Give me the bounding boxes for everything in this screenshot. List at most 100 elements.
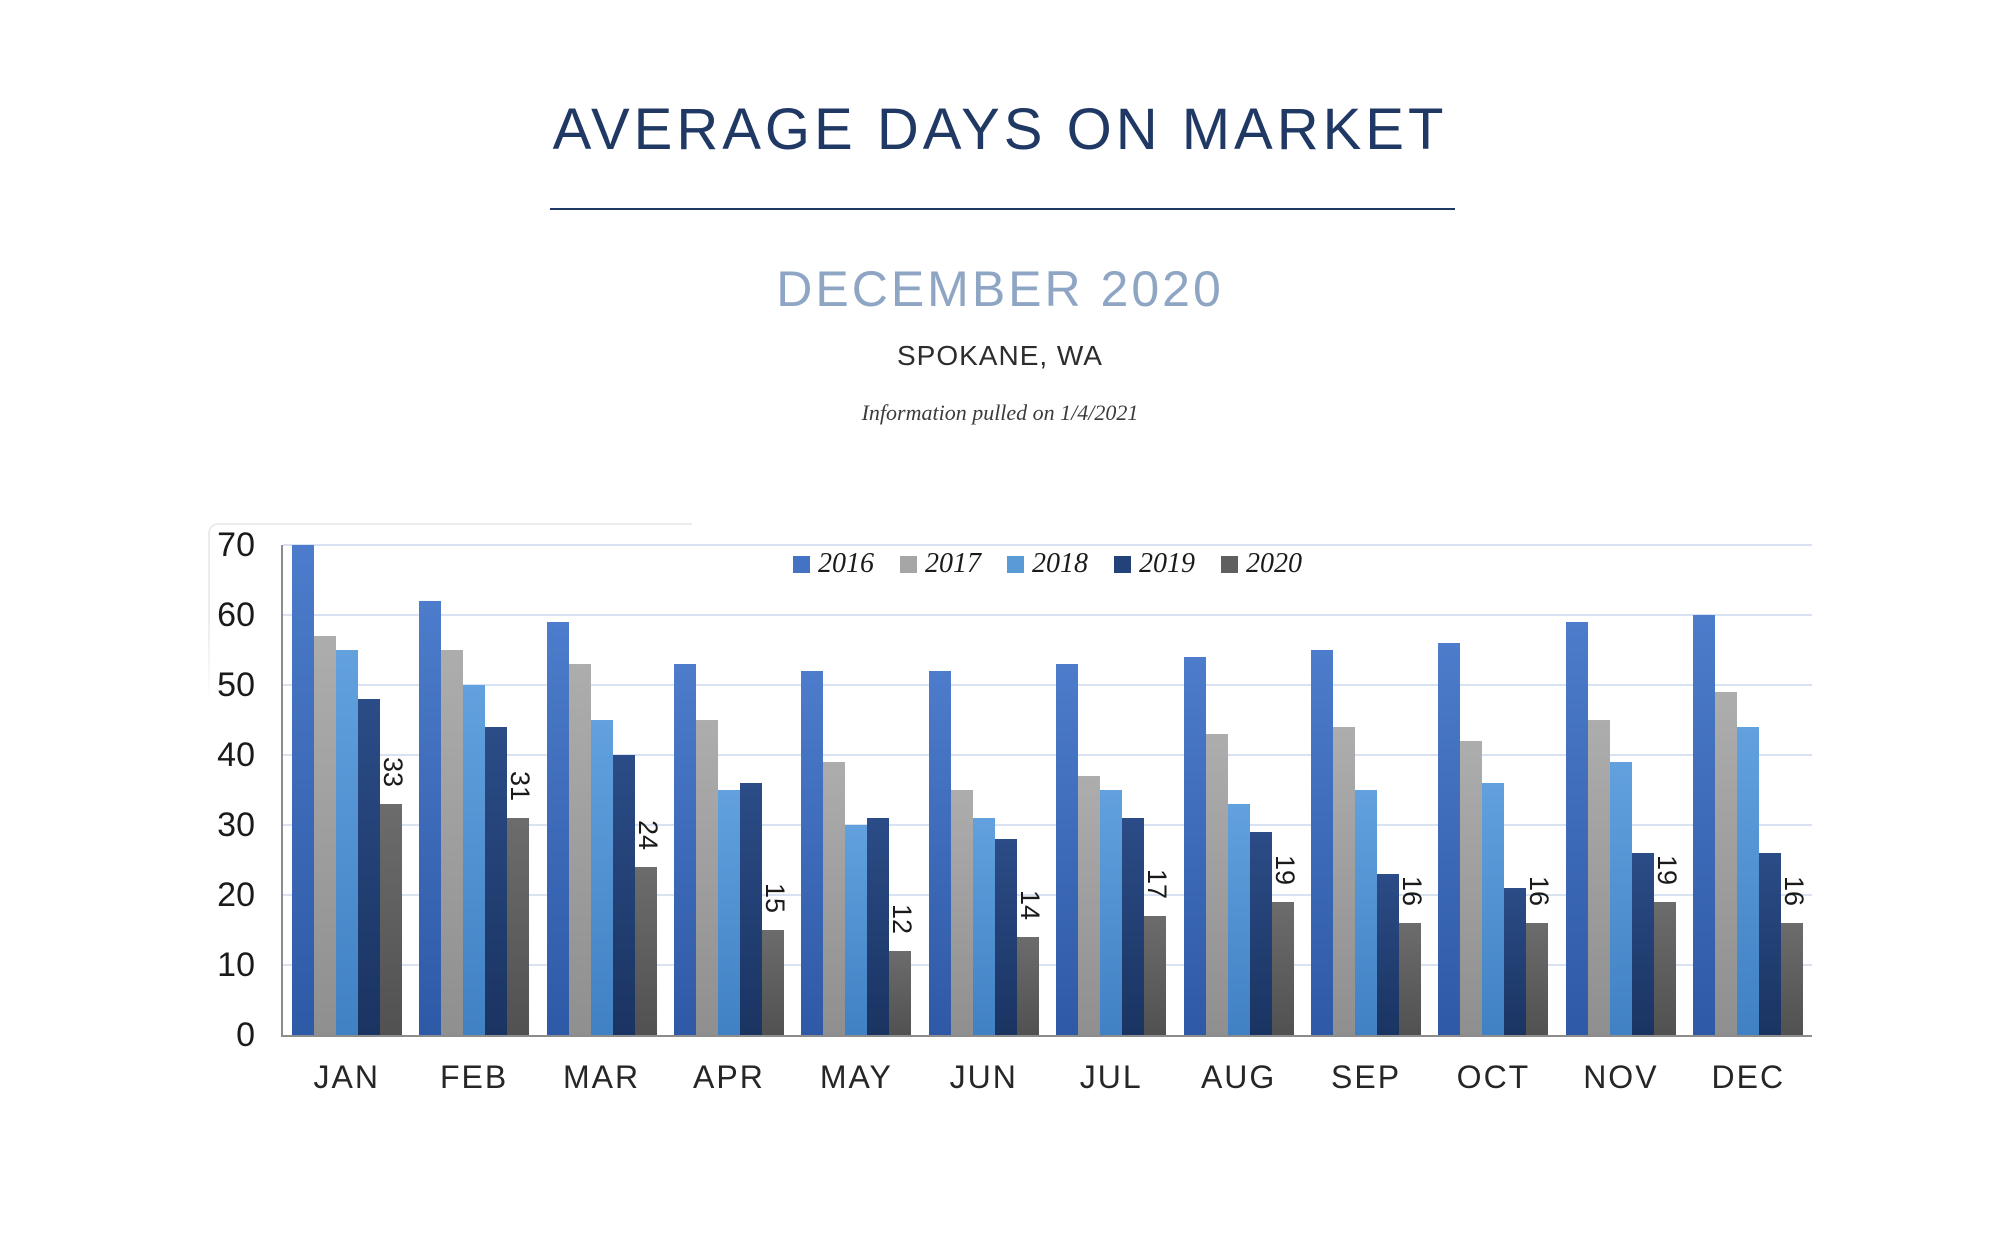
legend-swatch-icon — [793, 555, 810, 573]
x-axis-label-jun: JUN — [949, 1059, 1018, 1095]
data-label-2020-apr: 15 — [759, 882, 790, 914]
data-label-2020-oct: 16 — [1524, 875, 1555, 907]
bar-2020-feb — [507, 818, 530, 1035]
gridline — [283, 894, 1812, 896]
bar-2020-may — [889, 951, 912, 1035]
bar-2016-may — [801, 671, 824, 1035]
bar-2020-jul — [1144, 916, 1167, 1035]
bar-2019-oct — [1504, 888, 1527, 1035]
x-axis-label-sep: SEP — [1331, 1059, 1402, 1095]
gridline — [283, 964, 1812, 966]
x-axis-label-feb: FEB — [439, 1059, 509, 1095]
bar-2017-oct — [1460, 741, 1483, 1035]
legend-item-2016: 2016 — [793, 550, 874, 578]
data-label-2020-aug: 19 — [1269, 854, 1300, 886]
bar-2020-nov — [1653, 902, 1676, 1035]
legend-label: 2017 — [925, 548, 981, 579]
gridline — [283, 544, 1812, 546]
bar-2016-aug — [1183, 657, 1206, 1035]
legend-item-2017: 2017 — [900, 550, 981, 578]
legend-item-2020: 2020 — [1221, 550, 1302, 578]
bar-2019-jul — [1122, 818, 1145, 1035]
bar-2020-oct — [1526, 923, 1549, 1035]
chart-card-edge — [208, 523, 692, 703]
bar-2018-oct — [1482, 783, 1505, 1035]
x-axis-line — [283, 1035, 1812, 1037]
bar-2017-mar — [568, 664, 591, 1035]
legend-swatch-icon — [1007, 555, 1024, 573]
legend-swatch-icon — [1114, 555, 1131, 573]
bar-2016-jul — [1056, 664, 1079, 1035]
x-axis-label-jan: JAN — [313, 1059, 380, 1095]
y-axis-label: 20 — [217, 876, 255, 914]
bar-2018-dec — [1737, 727, 1760, 1035]
y-axis-label: 40 — [217, 736, 255, 774]
data-label-2020-sep: 16 — [1397, 875, 1428, 907]
bar-2017-jul — [1078, 776, 1101, 1035]
bar-2016-feb — [419, 601, 442, 1035]
x-axis-label-may: MAY — [819, 1059, 893, 1095]
x-axis-label-nov: NOV — [1583, 1059, 1659, 1095]
bar-2016-oct — [1438, 643, 1461, 1035]
x-axis-label-aug: AUG — [1200, 1059, 1277, 1095]
y-axis-label: 50 — [217, 666, 255, 704]
bar-2018-may — [845, 825, 868, 1035]
bar-2016-jun — [928, 671, 951, 1035]
bar-2016-mar — [546, 622, 569, 1035]
bar-2016-jan — [291, 545, 314, 1035]
bar-2018-jul — [1100, 790, 1123, 1035]
page-title: AVERAGE DAYS ON MARKET — [552, 97, 1448, 162]
bar-2017-jun — [950, 790, 973, 1035]
data-label-2020-nov: 19 — [1651, 854, 1682, 886]
bar-2018-aug — [1227, 804, 1250, 1035]
bar-2020-mar — [634, 867, 657, 1035]
data-label-2020-jul: 17 — [1142, 868, 1173, 900]
bar-2019-may — [867, 818, 890, 1035]
y-axis-label: 10 — [217, 946, 255, 984]
bar-2019-sep — [1377, 874, 1400, 1035]
gridline — [283, 614, 1812, 616]
data-credit: Information pulled on 1/4/2021 — [861, 400, 1139, 425]
x-axis-label-dec: DEC — [1711, 1059, 1786, 1095]
y-axis-line — [281, 545, 283, 1037]
x-axis-label-oct: OCT — [1456, 1059, 1531, 1095]
bar-2017-dec — [1715, 692, 1738, 1035]
legend-label: 2018 — [1032, 548, 1088, 579]
y-axis-label: 0 — [236, 1016, 255, 1054]
report-location: SPOKANE, WA — [896, 340, 1103, 371]
bar-2020-jun — [1016, 937, 1039, 1035]
data-label-2020-mar: 24 — [632, 819, 663, 851]
gridline — [283, 754, 1812, 756]
gridline — [283, 824, 1812, 826]
data-label-2020-feb: 31 — [505, 770, 536, 802]
bar-2016-apr — [673, 664, 696, 1035]
bar-2018-nov — [1609, 762, 1632, 1035]
chart-legend: 2016 2017 2018 2019 2020 — [283, 550, 1812, 578]
bar-2018-jun — [972, 818, 995, 1035]
legend-swatch-icon — [1221, 555, 1238, 573]
bar-2018-sep — [1355, 790, 1378, 1035]
plot-area: 0 10 20 30 40 50 60 70 JAN FEB MAR APR MAY JUN JUL AUG S… — [217, 528, 1812, 1095]
bar-2019-feb — [485, 727, 508, 1035]
legend-item-2018: 2018 — [1007, 550, 1088, 578]
bar-2016-nov — [1565, 622, 1588, 1035]
data-label-2020-jun: 14 — [1014, 889, 1045, 921]
x-axis-label-apr: APR — [693, 1059, 765, 1095]
x-axis-label-mar: MAR — [562, 1059, 641, 1095]
bar-2019-jun — [994, 839, 1017, 1035]
legend-label: 2016 — [818, 548, 874, 579]
bar-2016-dec — [1693, 615, 1716, 1035]
bar-2019-jan — [357, 699, 380, 1035]
bar-2020-sep — [1399, 923, 1422, 1035]
bar-2019-apr — [739, 783, 762, 1035]
bar-2018-jan — [335, 650, 358, 1035]
legend-label: 2020 — [1246, 548, 1302, 579]
bar-2020-apr — [761, 930, 784, 1035]
legend-item-2019: 2019 — [1114, 550, 1195, 578]
bar-2017-aug — [1205, 734, 1228, 1035]
bar-2017-jan — [313, 636, 336, 1035]
bar-2019-nov — [1631, 853, 1654, 1035]
bar-2019-mar — [612, 755, 635, 1035]
legend-label: 2019 — [1139, 548, 1195, 579]
